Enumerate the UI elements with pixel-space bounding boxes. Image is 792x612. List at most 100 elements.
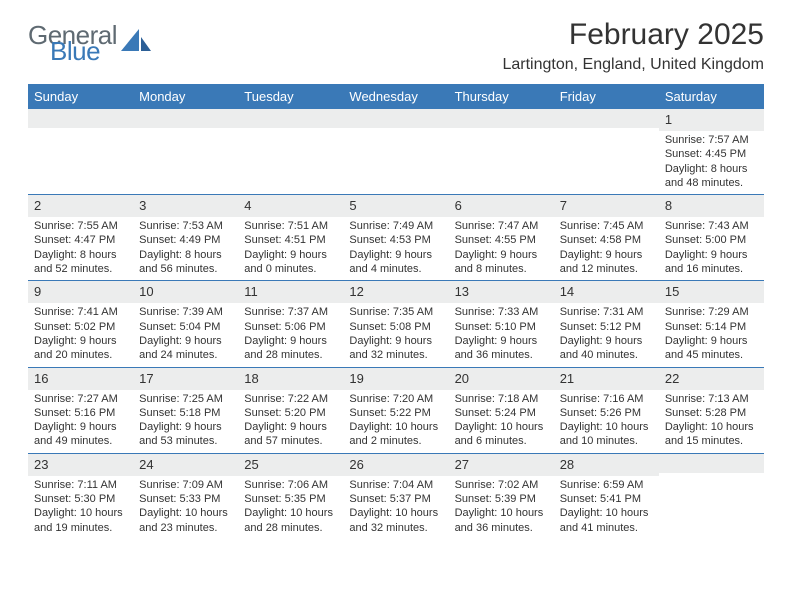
- sunset-text: Sunset: 5:35 PM: [244, 492, 337, 506]
- sunset-text: Sunset: 5:14 PM: [665, 320, 758, 334]
- daylight-text: Daylight: 9 hours and 20 minutes.: [34, 334, 127, 363]
- sunset-text: Sunset: 5:33 PM: [139, 492, 232, 506]
- sunset-text: Sunset: 5:22 PM: [349, 406, 442, 420]
- sunrise-text: Sunrise: 7:53 AM: [139, 219, 232, 233]
- dow-monday: Monday: [133, 84, 238, 109]
- day-details: Sunrise: 7:25 AMSunset: 5:18 PMDaylight:…: [133, 390, 238, 453]
- daylight-text: Daylight: 10 hours and 32 minutes.: [349, 506, 442, 535]
- day-number: 9: [34, 284, 41, 299]
- sunrise-text: Sunrise: 7:55 AM: [34, 219, 127, 233]
- sunrise-text: Sunrise: 7:06 AM: [244, 478, 337, 492]
- day-cell: 22Sunrise: 7:13 AMSunset: 5:28 PMDayligh…: [659, 368, 764, 453]
- daylight-text: Daylight: 10 hours and 28 minutes.: [244, 506, 337, 535]
- daynum-bar: 1: [659, 109, 764, 131]
- day-number: 7: [560, 198, 567, 213]
- day-number: 27: [455, 457, 469, 472]
- week-row: 2Sunrise: 7:55 AMSunset: 4:47 PMDaylight…: [28, 194, 764, 280]
- day-cell: 18Sunrise: 7:22 AMSunset: 5:20 PMDayligh…: [238, 368, 343, 453]
- day-cell: 12Sunrise: 7:35 AMSunset: 5:08 PMDayligh…: [343, 281, 448, 366]
- dow-thursday: Thursday: [449, 84, 554, 109]
- sunrise-text: Sunrise: 7:51 AM: [244, 219, 337, 233]
- daynum-bar: 21: [554, 368, 659, 390]
- sunrise-text: Sunrise: 7:45 AM: [560, 219, 653, 233]
- dow-friday: Friday: [554, 84, 659, 109]
- daynum-bar: 28: [554, 454, 659, 476]
- sunset-text: Sunset: 5:37 PM: [349, 492, 442, 506]
- empty-cell: [343, 109, 448, 194]
- daylight-text: Daylight: 9 hours and 28 minutes.: [244, 334, 337, 363]
- daynum-bar: 3: [133, 195, 238, 217]
- logo-text-blue: Blue: [50, 40, 117, 62]
- day-cell: 10Sunrise: 7:39 AMSunset: 5:04 PMDayligh…: [133, 281, 238, 366]
- day-details: Sunrise: 7:11 AMSunset: 5:30 PMDaylight:…: [28, 476, 133, 539]
- week-row: 16Sunrise: 7:27 AMSunset: 5:16 PMDayligh…: [28, 367, 764, 453]
- daynum-bar: 19: [343, 368, 448, 390]
- day-cell: 19Sunrise: 7:20 AMSunset: 5:22 PMDayligh…: [343, 368, 448, 453]
- day-cell: 17Sunrise: 7:25 AMSunset: 5:18 PMDayligh…: [133, 368, 238, 453]
- day-cell: 25Sunrise: 7:06 AMSunset: 5:35 PMDayligh…: [238, 454, 343, 539]
- sail-icon: [121, 29, 151, 60]
- daynum-bar: 10: [133, 281, 238, 303]
- sunset-text: Sunset: 5:28 PM: [665, 406, 758, 420]
- sunrise-text: Sunrise: 7:16 AM: [560, 392, 653, 406]
- daylight-text: Daylight: 10 hours and 2 minutes.: [349, 420, 442, 449]
- day-number: 15: [665, 284, 679, 299]
- day-cell: 13Sunrise: 7:33 AMSunset: 5:10 PMDayligh…: [449, 281, 554, 366]
- day-number: 28: [560, 457, 574, 472]
- day-cell: 4Sunrise: 7:51 AMSunset: 4:51 PMDaylight…: [238, 195, 343, 280]
- sunrise-text: Sunrise: 7:35 AM: [349, 305, 442, 319]
- day-cell: 24Sunrise: 7:09 AMSunset: 5:33 PMDayligh…: [133, 454, 238, 539]
- empty-cell: [449, 109, 554, 194]
- sunrise-text: Sunrise: 7:11 AM: [34, 478, 127, 492]
- day-cell: 11 Sunrise: 7:37 AMSunset: 5:06 PMDayligh…: [238, 281, 343, 366]
- logo: General Blue: [28, 24, 151, 62]
- day-details: Sunrise: 7:37 AMSunset: 5:06 PMDaylight:…: [238, 303, 343, 366]
- day-number: 1: [665, 112, 672, 127]
- daynum-bar: 5: [343, 195, 448, 217]
- day-cell: 2 Sunrise: 7:55 AMSunset: 4:47 PMDaylight…: [28, 195, 133, 280]
- sunrise-text: Sunrise: 7:13 AM: [665, 392, 758, 406]
- day-number: 11: [244, 284, 258, 299]
- day-details: Sunrise: 7:39 AMSunset: 5:04 PMDaylight:…: [133, 303, 238, 366]
- empty-cell: [133, 109, 238, 194]
- sunset-text: Sunset: 5:41 PM: [560, 492, 653, 506]
- week-row: 1Sunrise: 7:57 AMSunset: 4:45 PMDaylight…: [28, 109, 764, 194]
- day-cell: 8Sunrise: 7:43 AMSunset: 5:00 PMDaylight…: [659, 195, 764, 280]
- sunset-text: Sunset: 4:45 PM: [665, 147, 758, 161]
- day-details: Sunrise: 6:59 AMSunset: 5:41 PMDaylight:…: [554, 476, 659, 539]
- day-cell: 15Sunrise: 7:29 AMSunset: 5:14 PMDayligh…: [659, 281, 764, 366]
- day-cell: 5Sunrise: 7:49 AMSunset: 4:53 PMDaylight…: [343, 195, 448, 280]
- calendar-grid: SundayMondayTuesdayWednesdayThursdayFrid…: [28, 84, 764, 539]
- day-details: Sunrise: 7:41 AMSunset: 5:02 PMDaylight:…: [28, 303, 133, 366]
- daynum-bar: 14: [554, 281, 659, 303]
- day-details: Sunrise: 7:33 AMSunset: 5:10 PMDaylight:…: [449, 303, 554, 366]
- sunset-text: Sunset: 5:20 PM: [244, 406, 337, 420]
- day-cell: 3Sunrise: 7:53 AMSunset: 4:49 PMDaylight…: [133, 195, 238, 280]
- daylight-text: Daylight: 9 hours and 12 minutes.: [560, 248, 653, 277]
- day-details: Sunrise: 7:55 AMSunset: 4:47 PMDaylight:…: [28, 217, 133, 280]
- sunrise-text: Sunrise: 7:27 AM: [34, 392, 127, 406]
- daynum-bar: 4: [238, 195, 343, 217]
- sunrise-text: Sunrise: 6:59 AM: [560, 478, 653, 492]
- daylight-text: Daylight: 9 hours and 57 minutes.: [244, 420, 337, 449]
- daylight-text: Daylight: 9 hours and 45 minutes.: [665, 334, 758, 363]
- daynum-bar: 2: [28, 195, 133, 217]
- day-details: Sunrise: 7:45 AMSunset: 4:58 PMDaylight:…: [554, 217, 659, 280]
- title-block: February 2025 Lartington, England, Unite…: [502, 18, 764, 74]
- day-number: 20: [455, 371, 469, 386]
- day-details: Sunrise: 7:51 AMSunset: 4:51 PMDaylight:…: [238, 217, 343, 280]
- header: General Blue February 2025 Lartington, E…: [28, 18, 764, 74]
- day-number: 8: [665, 198, 672, 213]
- sunset-text: Sunset: 4:53 PM: [349, 233, 442, 247]
- daylight-text: Daylight: 10 hours and 19 minutes.: [34, 506, 127, 535]
- day-number: 2: [34, 198, 41, 213]
- daynum-bar: 20: [449, 368, 554, 390]
- month-title: February 2025: [502, 18, 764, 52]
- daylight-text: Daylight: 9 hours and 53 minutes.: [139, 420, 232, 449]
- day-details: Sunrise: 7:27 AMSunset: 5:16 PMDaylight:…: [28, 390, 133, 453]
- daynum-bar: [449, 109, 554, 128]
- sunset-text: Sunset: 4:47 PM: [34, 233, 127, 247]
- daylight-text: Daylight: 10 hours and 10 minutes.: [560, 420, 653, 449]
- sunset-text: Sunset: 4:55 PM: [455, 233, 548, 247]
- dow-wednesday: Wednesday: [343, 84, 448, 109]
